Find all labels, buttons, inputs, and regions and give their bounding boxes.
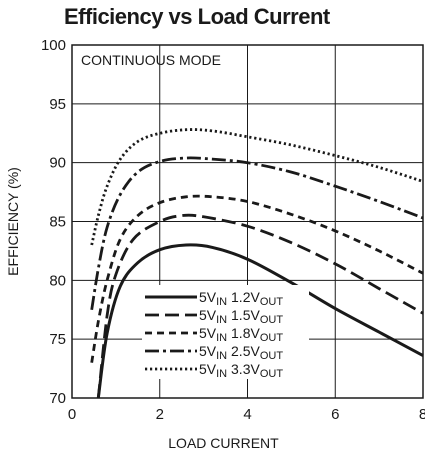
- legend-text: 2.5V: [227, 343, 260, 359]
- legend-label: 5VIN 1.2VOUT: [199, 289, 283, 308]
- x-tick-labels: 0 2 4 6 8: [68, 406, 425, 423]
- legend-subscript: OUT: [260, 332, 284, 344]
- series-line-2: [96, 213, 424, 399]
- y-tick-label: 75: [49, 331, 66, 348]
- x-tick-label: 6: [331, 406, 339, 423]
- legend-subscript: OUT: [260, 314, 284, 326]
- legend-label: 5VIN 1.5VOUT: [199, 307, 283, 326]
- x-axis-label: LOAD CURRENT: [168, 435, 279, 451]
- legend-text: 5V: [199, 307, 217, 323]
- x-tick-label: 2: [156, 406, 164, 423]
- series-lines: [90, 128, 424, 399]
- chart-title: Efficiency vs Load Current: [64, 4, 330, 29]
- legend-text: 5V: [199, 325, 217, 341]
- legend-subscript: OUT: [260, 350, 284, 362]
- x-tick-label: 8: [419, 406, 425, 423]
- y-axis-label: EFFICIENCY (%): [5, 167, 21, 276]
- y-tick-label: 100: [41, 37, 66, 54]
- plot-frame: [71, 44, 424, 399]
- legend-text: 1.8V: [227, 325, 260, 341]
- legend-subscript: OUT: [260, 296, 284, 308]
- legend-text: 5V: [199, 361, 217, 377]
- legend-subscript: IN: [216, 314, 227, 326]
- legend-label: 5VIN 2.5VOUT: [199, 343, 283, 362]
- x-tick-label: 0: [68, 406, 76, 423]
- series-line-1: [96, 243, 424, 399]
- y-tick-label: 85: [49, 214, 66, 231]
- legend-label: 5VIN 3.3VOUT: [199, 361, 283, 380]
- legend-text: 1.2V: [227, 289, 260, 305]
- legend-subscript: IN: [216, 296, 227, 308]
- legend-label: 5VIN 1.8VOUT: [199, 325, 283, 344]
- grid-lines: [72, 45, 423, 398]
- y-tick-label: 80: [49, 272, 66, 289]
- y-tick-label: 95: [49, 96, 66, 113]
- legend-subscript: IN: [216, 332, 227, 344]
- legend-subscript: OUT: [260, 368, 284, 380]
- legend-text: 1.5V: [227, 307, 260, 323]
- legend-text: 5V: [199, 343, 217, 359]
- legend-text: 3.3V: [227, 361, 260, 377]
- x-tick-label: 4: [243, 406, 251, 423]
- series-line-5: [90, 128, 424, 246]
- y-tick-label: 70: [49, 390, 66, 407]
- series-line-3: [90, 194, 424, 363]
- y-tick-label: 90: [49, 155, 66, 172]
- annotation-text: CONTINUOUS MODE: [81, 52, 221, 68]
- y-tick-labels: 70 75 80 85 90 95 100: [41, 37, 66, 407]
- legend-text: 5V: [199, 289, 217, 305]
- legend-subscript: IN: [216, 368, 227, 380]
- legend-subscript: IN: [216, 350, 227, 362]
- series-line-4: [90, 156, 424, 311]
